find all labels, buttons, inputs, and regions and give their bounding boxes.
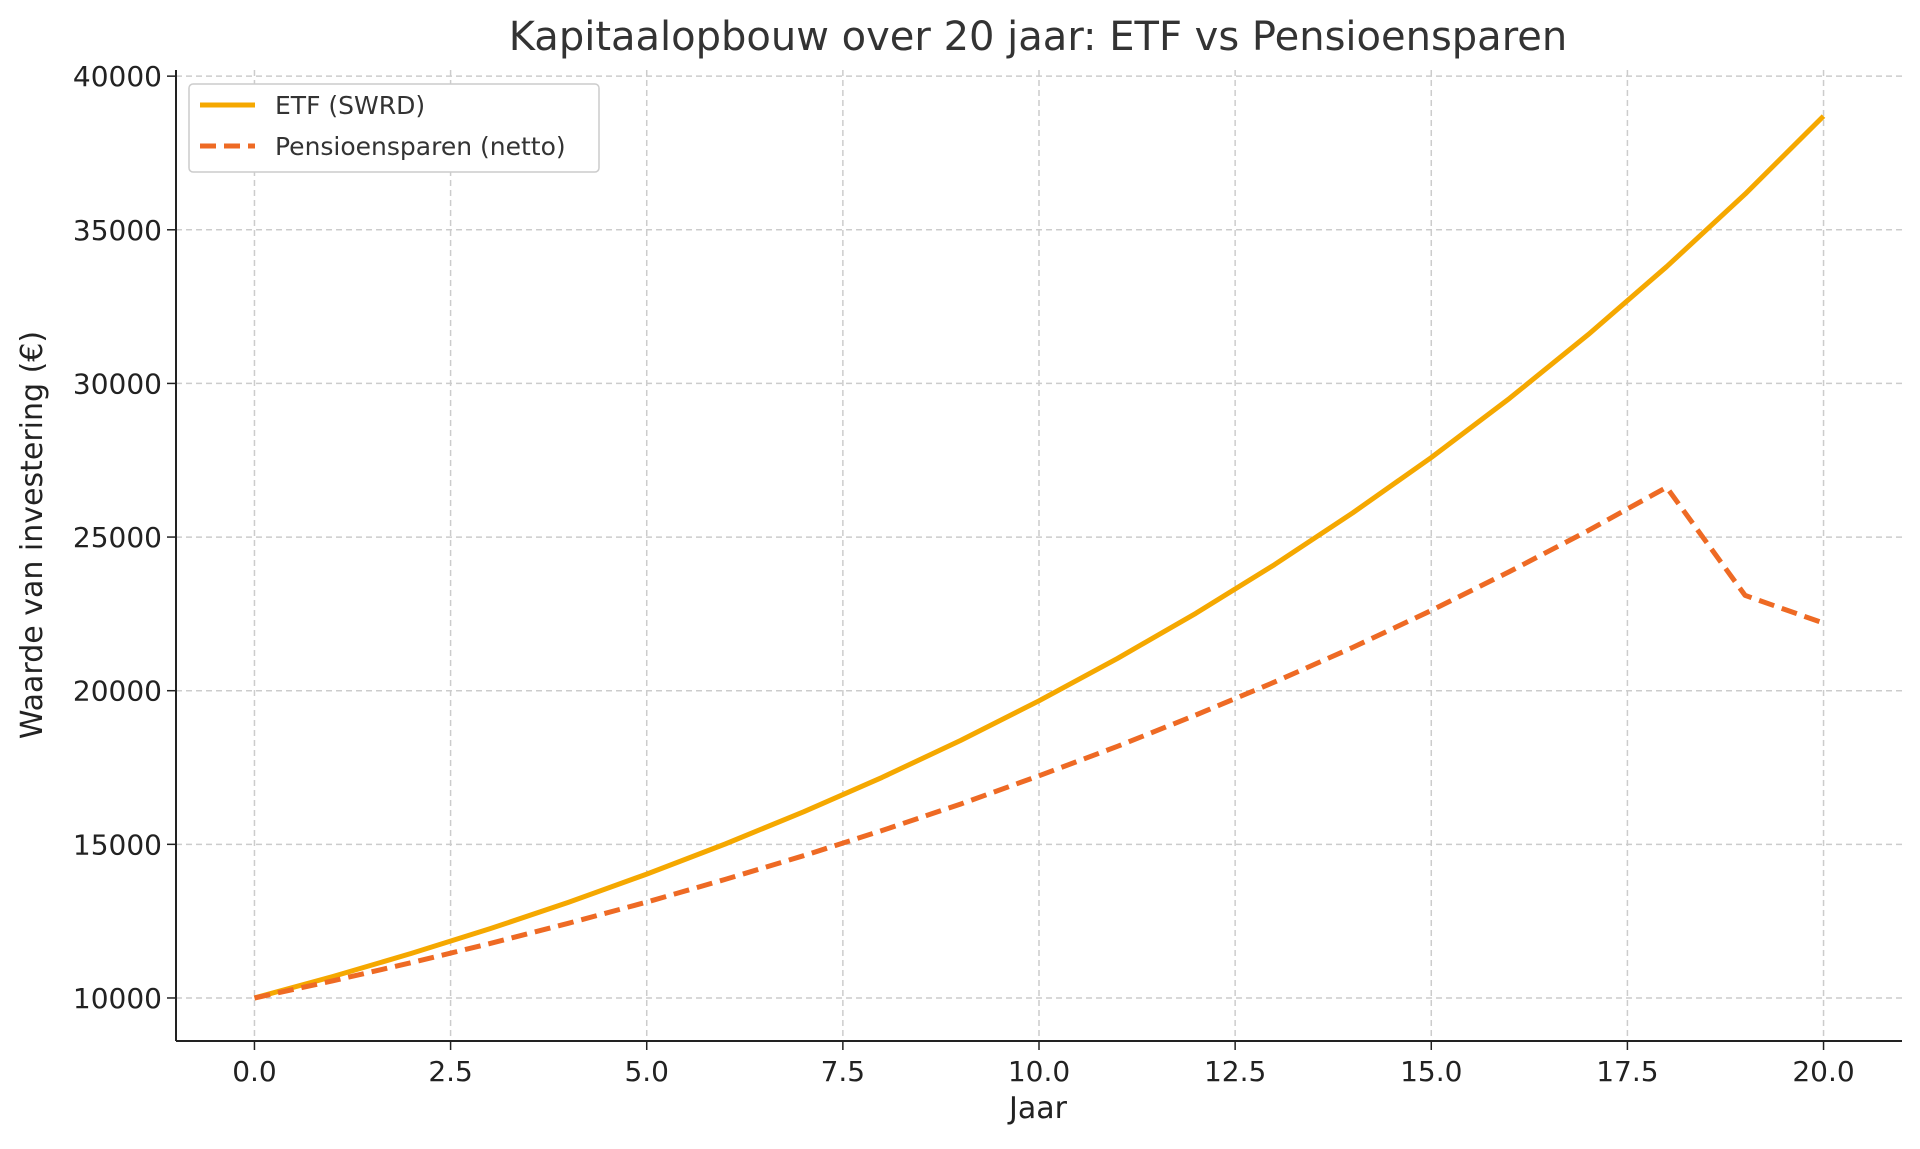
x-tick-label: 17.5 (1596, 1055, 1658, 1088)
series-line-etf (253, 114, 1826, 1001)
grid-lines (176, 70, 1902, 1041)
y-tick-label: 35000 (73, 214, 162, 247)
legend-box (188, 83, 600, 173)
x-axis-label: Jaar (1007, 1091, 1068, 1126)
series-lines (253, 114, 1826, 1001)
y-tick-label: 30000 (73, 367, 162, 400)
y-tick-label: 25000 (73, 521, 162, 554)
x-tick-label: 15.0 (1400, 1055, 1462, 1088)
axes (167, 70, 1902, 1050)
x-tick-label: 2.5 (428, 1055, 473, 1088)
legend-label-etf: ETF (SWRD) (275, 91, 425, 120)
tick-labels: 0.0 2.5 5.0 7.5 10.0 12.5 15.0 17.5 20.0 10000 150… (73, 60, 1855, 1088)
x-tick-label: 20.0 (1792, 1055, 1854, 1088)
x-tick-label: 0.0 (232, 1055, 277, 1088)
x-tick-label: 5.0 (624, 1055, 669, 1088)
series-line-pensioensparen (253, 484, 1825, 1001)
y-axis-label: Waarde van investering (€) (15, 331, 50, 739)
x-tick-label: 7.5 (821, 1055, 866, 1088)
x-tick-label: 10.0 (1008, 1055, 1070, 1088)
x-tick-label: 12.5 (1204, 1055, 1266, 1088)
y-tick-label: 10000 (73, 982, 162, 1015)
y-tick-label: 20000 (73, 675, 162, 708)
legend: ETF (SWRD) Pensioensparen (netto) (188, 83, 600, 173)
y-tick-label: 15000 (73, 828, 162, 861)
chart-title: Kapitaalopbouw over 20 jaar: ETF vs Pens… (509, 14, 1567, 60)
legend-label-pensioensparen: Pensioensparen (netto) (275, 132, 566, 161)
y-tick-label: 40000 (73, 60, 162, 93)
